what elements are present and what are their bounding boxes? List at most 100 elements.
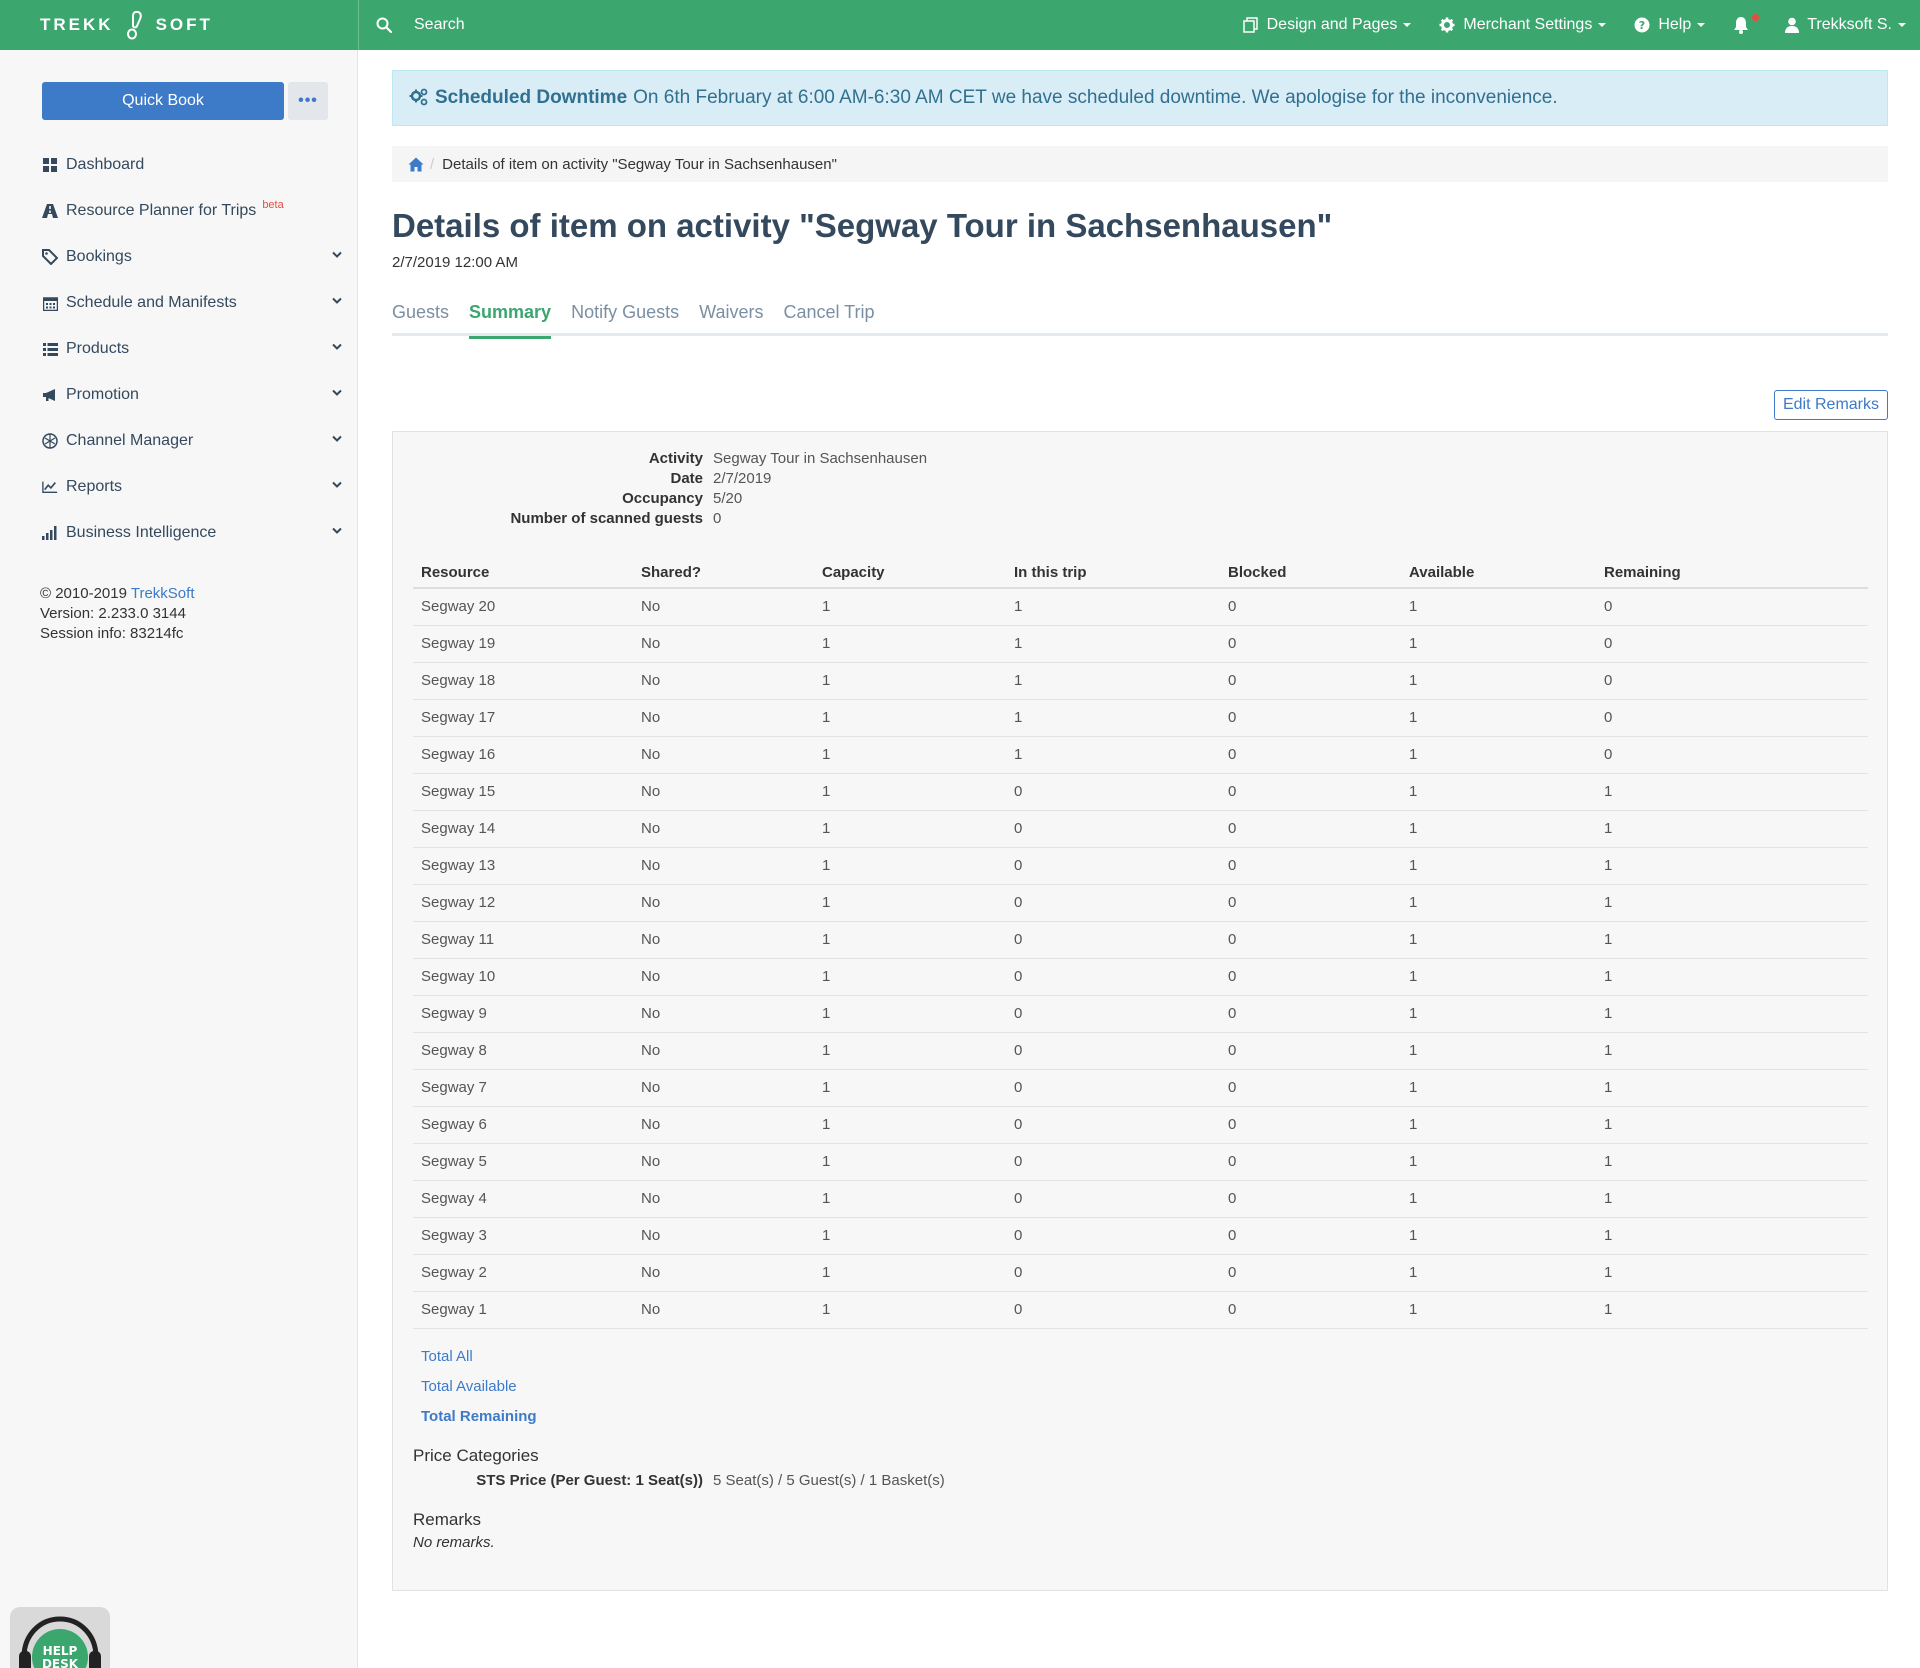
chevron-down-icon — [332, 297, 342, 304]
column-header: Remaining — [1596, 558, 1868, 589]
table-cell: 0 — [1220, 588, 1401, 626]
table-cell: 1 — [814, 847, 1006, 885]
tab-waivers[interactable]: Waivers — [699, 302, 764, 322]
table-cell: 1 — [1596, 1180, 1868, 1218]
headset-icon: HELP DESK — [19, 1616, 101, 1668]
network-icon — [42, 433, 58, 449]
table-cell: 1 — [1401, 921, 1596, 959]
chevron-down-icon — [332, 435, 342, 442]
edit-remarks-button[interactable]: Edit Remarks — [1773, 390, 1888, 420]
table-cell: 0 — [1220, 773, 1401, 811]
sidebar-item-products[interactable]: Products — [42, 326, 342, 372]
sidebar: Quick Book ••• Dashboard Resource Planne… — [0, 50, 358, 1668]
trekksoft-link[interactable]: TrekkSoft — [130, 585, 195, 602]
sidebar-item-channel-manager[interactable]: Channel Manager — [42, 418, 342, 464]
price-category-row: STS Price (Per Guest: 1 Seat(s)) 5 Seat(… — [393, 1472, 945, 1489]
info-value: 5/20 — [713, 490, 743, 507]
sidebar-item-label: Reports — [66, 478, 123, 495]
helpdesk-button[interactable]: HELP DESK — [10, 1607, 110, 1668]
table-cell: 1 — [1596, 995, 1868, 1033]
sidebar-item-business-intelligence[interactable]: Business Intelligence — [42, 510, 342, 556]
tab-notify-guests[interactable]: Notify Guests — [571, 302, 680, 322]
design-pages-menu[interactable]: Design and Pages — [1242, 16, 1412, 34]
table-cell: 1 — [1596, 773, 1868, 811]
sidebar-item-reports[interactable]: Reports — [42, 464, 342, 510]
beta-badge: beta — [262, 199, 284, 211]
table-cell: 1 — [1596, 1217, 1868, 1255]
user-name: Trekksoft S. — [1807, 16, 1892, 33]
table-cell: No — [633, 810, 814, 848]
sidebar-item-bookings[interactable]: Bookings — [42, 234, 342, 280]
table-cell: 0 — [1006, 847, 1220, 885]
tab-summary[interactable]: Summary — [469, 302, 552, 339]
table-cell: 1 — [814, 699, 1006, 737]
quick-book-more-button[interactable]: ••• — [288, 82, 328, 120]
table-cell: 0 — [1006, 1180, 1220, 1218]
table-cell: 0 — [1220, 1069, 1401, 1107]
breadcrumb-separator: / — [430, 155, 435, 173]
info-label: Activity — [648, 450, 703, 467]
table-cell: No — [633, 921, 814, 959]
sidebar-item-resource-planner[interactable]: Resource Planner for Trips beta — [42, 188, 342, 234]
logo-text-left: TREKK — [40, 15, 114, 34]
table-cell: 0 — [1220, 699, 1401, 737]
table-cell: 1 — [1596, 1291, 1868, 1329]
breadcrumb-current: Details of item on activity "Segway Tour… — [442, 155, 837, 173]
table-cell: 0 — [1220, 662, 1401, 700]
table-cell: 1 — [1401, 1032, 1596, 1070]
resources-table: Resource Shared? Capacity In this trip Block… — [413, 558, 1868, 1329]
table-cell: 1 — [814, 1106, 1006, 1144]
breadcrumb: / Details of item on activity "Segway To… — [392, 146, 1888, 182]
chevron-down-icon — [332, 389, 342, 396]
table-cell: No — [633, 699, 814, 737]
sidebar-menu: Dashboard Resource Planner for Trips bet… — [42, 142, 342, 556]
price-categories-heading: Price Categories — [413, 1446, 539, 1465]
sidebar-item-dashboard[interactable]: Dashboard — [42, 142, 342, 188]
table-cell: 1 — [1401, 625, 1596, 663]
activity-info: Activity Segway Tour in Sachsenhausen Da… — [393, 450, 993, 530]
table-cell: 0 — [1220, 1032, 1401, 1070]
table-cell: Segway 11 — [413, 921, 633, 959]
bar-chart-icon — [42, 525, 58, 541]
table-cell: 1 — [1596, 958, 1868, 996]
alert-message: On 6th February at 6:00 AM-6:30 AM CET w… — [633, 87, 1558, 108]
home-icon[interactable] — [408, 157, 424, 172]
table-cell: No — [633, 1217, 814, 1255]
merchant-settings-menu[interactable]: Merchant Settings — [1439, 16, 1607, 34]
table-cell: No — [633, 625, 814, 663]
user-menu[interactable]: Trekksoft S. — [1785, 16, 1906, 34]
total-available-link[interactable]: Total Available — [421, 1378, 517, 1395]
table-cell: No — [633, 847, 814, 885]
table-cell: 0 — [1596, 625, 1868, 663]
sidebar-item-schedule[interactable]: Schedule and Manifests — [42, 280, 342, 326]
help-menu[interactable]: ? Help — [1634, 16, 1706, 34]
table-cell: Segway 12 — [413, 884, 633, 922]
total-remaining-link[interactable]: Total Remaining — [421, 1408, 537, 1425]
table-row: Segway 18 No 1 1 0 1 0 — [413, 662, 1868, 700]
remarks-heading: Remarks — [413, 1510, 482, 1529]
table-cell: 1 — [1596, 1254, 1868, 1292]
table-cell: 0 — [1006, 1143, 1220, 1181]
table-cell: 1 — [1006, 662, 1220, 700]
table-row: Segway 1 No 1 0 0 1 1 — [413, 1291, 1868, 1329]
sidebar-item-label: Promotion — [66, 386, 139, 403]
total-all-link[interactable]: Total All — [421, 1348, 473, 1365]
notifications-button[interactable] — [1733, 14, 1760, 34]
table-cell: Segway 4 — [413, 1180, 633, 1218]
svg-text:?: ? — [1639, 19, 1645, 32]
info-label: Occupancy — [622, 490, 703, 507]
tab-guests[interactable]: Guests — [392, 302, 450, 322]
tab-cancel-trip[interactable]: Cancel Trip — [783, 302, 875, 322]
sidebar-item-label: Bookings — [66, 248, 132, 265]
search-box[interactable]: Search — [376, 0, 465, 50]
table-cell: 1 — [1401, 1069, 1596, 1107]
chevron-down-icon — [332, 481, 342, 488]
quick-book-button[interactable]: Quick Book — [42, 82, 284, 120]
design-pages-label: Design and Pages — [1266, 16, 1398, 33]
trekksoft-logo[interactable]: TREKK SOFT — [40, 0, 213, 50]
sidebar-item-promotion[interactable]: Promotion — [42, 372, 342, 418]
table-cell: 0 — [1596, 588, 1868, 626]
help-label: Help — [1658, 16, 1692, 33]
search-label: Search — [414, 16, 465, 33]
table-cell: No — [633, 1180, 814, 1218]
